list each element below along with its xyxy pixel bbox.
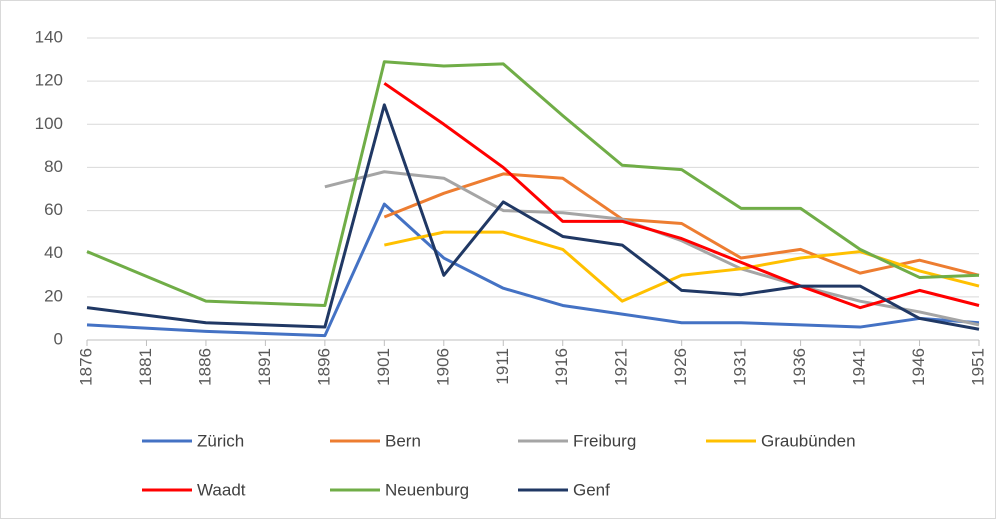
x-tick-label: 1946	[909, 348, 928, 386]
x-tick-label: 1901	[374, 348, 393, 386]
y-tick-label: 120	[35, 71, 63, 90]
series-line	[383, 172, 980, 277]
x-tick-label: 1951	[968, 348, 987, 386]
y-tick-label: 40	[44, 243, 63, 262]
legend-label: Freiburg	[573, 431, 636, 450]
x-tick-label: 1921	[612, 348, 631, 386]
x-tick-label: 1911	[493, 348, 512, 385]
x-tick-label: 1881	[136, 348, 155, 386]
y-tick-label: 80	[44, 157, 63, 176]
series-line	[86, 103, 980, 331]
y-tick-label: 60	[44, 200, 63, 219]
series-line	[383, 82, 980, 310]
x-tick-label: 1936	[790, 348, 809, 386]
y-tick-label: 0	[54, 329, 63, 348]
legend-label: Zürich	[197, 431, 244, 450]
x-tick-label: 1886	[195, 348, 214, 386]
x-tick-label: 1891	[255, 348, 274, 386]
legend-label: Bern	[385, 431, 421, 450]
x-tick-label: 1916	[552, 348, 571, 386]
legend-label: Neuenburg	[385, 480, 469, 499]
x-tick-label: 1896	[314, 348, 333, 386]
legend: Zürich Bern Freiburg Graubünden Waadt Neuenbu…	[142, 431, 856, 499]
legend-label: Genf	[573, 480, 610, 499]
y-tick-label: 140	[35, 27, 63, 46]
y-tick-label: 20	[44, 286, 63, 305]
x-tick-label: 1941	[850, 348, 869, 386]
x-tick-label: 1906	[433, 348, 452, 386]
x-tick-label: 1876	[76, 348, 95, 386]
legend-label: Waadt	[197, 480, 246, 499]
series-line	[86, 202, 980, 338]
y-tick-label: 100	[35, 114, 63, 133]
series-line	[86, 60, 980, 307]
x-tick-label: 1931	[731, 348, 750, 386]
legend-label: Graubünden	[761, 431, 856, 450]
x-tick-label: 1926	[671, 348, 690, 386]
